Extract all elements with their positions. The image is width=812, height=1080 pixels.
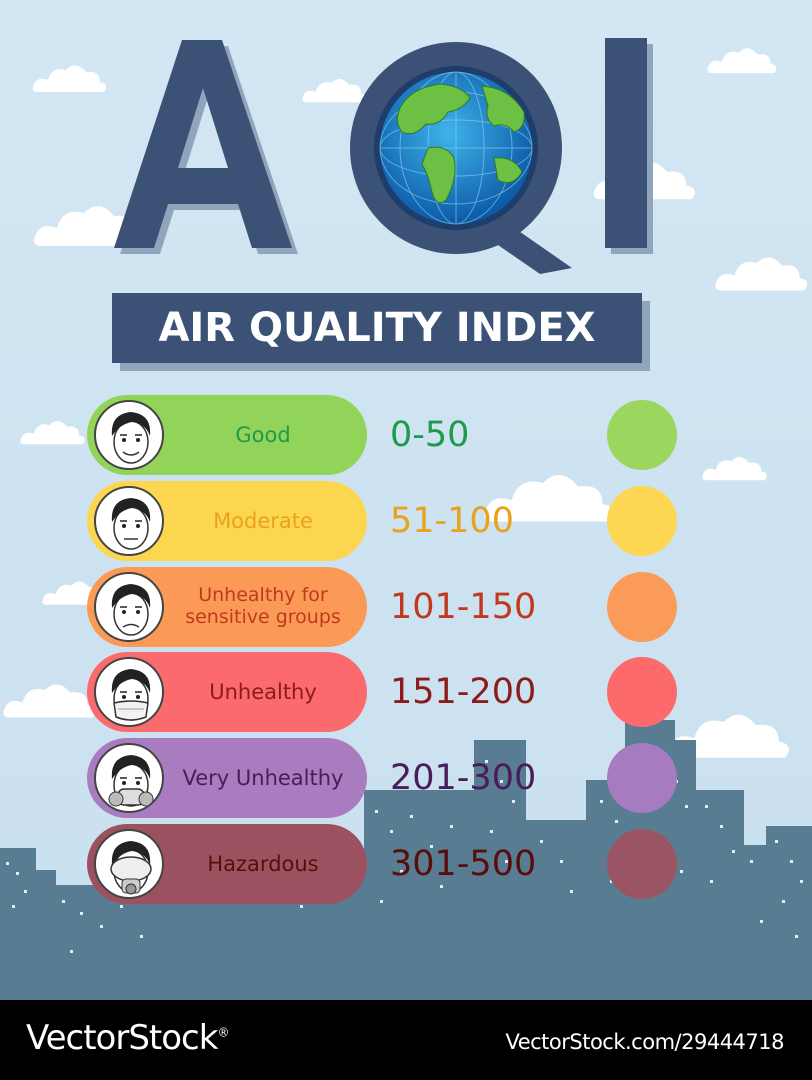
poster-canvas: AIR QUALITY INDEX Good 0-50 Moderate 51-100… — [0, 0, 812, 1000]
aqi-level-row: Moderate 51-100 — [0, 481, 812, 561]
face-gasmask-icon — [94, 829, 164, 899]
letter-i — [605, 38, 647, 248]
level-color-dot — [607, 572, 677, 642]
level-label: Unhealthy — [209, 679, 317, 704]
cloud-icon — [302, 79, 367, 103]
stock-id: VectorStock.com/29444718 — [505, 1030, 784, 1054]
level-label: Hazardous — [207, 851, 319, 876]
aqi-level-row: Very Unhealthy 201-300 — [0, 738, 812, 818]
aqi-title-graphic — [114, 38, 653, 274]
cloud-icon — [715, 257, 808, 291]
face-smiling-icon — [94, 400, 164, 470]
face-unwell-icon — [94, 572, 164, 642]
level-label: Very Unhealthy — [182, 765, 344, 790]
letter-a — [114, 40, 292, 248]
level-color-dot — [607, 657, 677, 727]
level-color-dot — [607, 486, 677, 556]
level-range: 151-200 — [390, 672, 537, 712]
cloud-icon — [34, 206, 145, 246]
level-label: Good — [235, 422, 291, 447]
level-color-dot — [607, 400, 677, 470]
level-color-dot — [607, 743, 677, 813]
level-range: 101-150 — [390, 587, 537, 627]
cloud-icon — [707, 48, 777, 74]
aqi-level-row: Good 0-50 — [0, 395, 812, 475]
footer-bar: VectorStock® VectorStock.com/29444718 — [0, 1000, 812, 1080]
level-label: Unhealthy for sensitive groups — [185, 584, 341, 628]
cloud-icon — [484, 475, 614, 522]
face-respirator-icon — [94, 743, 164, 813]
vectorstock-logo: VectorStock® — [26, 1018, 229, 1058]
level-color-dot — [607, 829, 677, 899]
face-neutral-icon — [94, 486, 164, 556]
face-mask-icon — [94, 657, 164, 727]
level-range: 0-50 — [390, 415, 470, 455]
cloud-icon — [20, 421, 85, 445]
cloud-icon — [702, 457, 767, 481]
subtitle-banner: AIR QUALITY INDEX — [112, 293, 642, 363]
subtitle-text: AIR QUALITY INDEX — [158, 305, 596, 351]
level-range: 201-300 — [390, 758, 537, 798]
level-range: 51-100 — [390, 501, 514, 541]
cloud-icon — [3, 684, 96, 718]
cloud-icon — [32, 65, 107, 92]
aqi-level-row: Unhealthy 151-200 — [0, 652, 812, 732]
cloud-icon — [669, 714, 789, 758]
level-range: 301-500 — [390, 844, 537, 884]
level-label: Moderate — [213, 508, 313, 533]
aqi-level-row: Hazardous 301-500 — [0, 824, 812, 904]
aqi-level-row: Unhealthy for sensitive groups 101-150 — [0, 567, 812, 647]
